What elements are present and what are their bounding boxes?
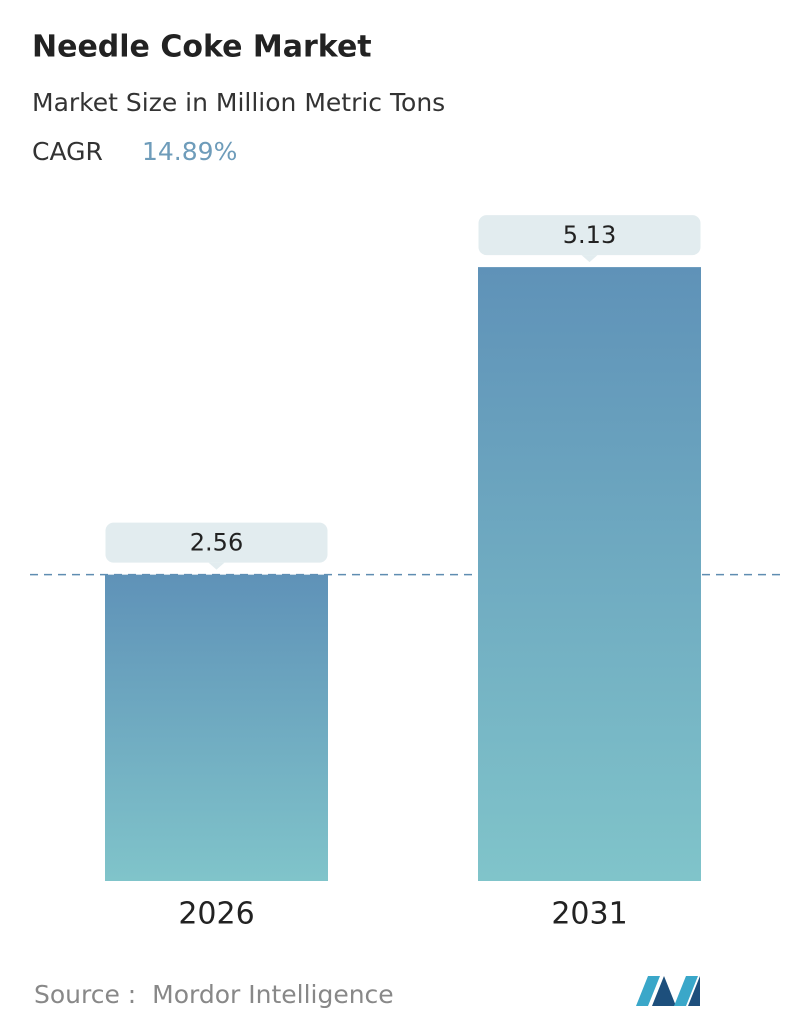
value-label: 2.56 (190, 529, 243, 557)
value-callout (478, 215, 701, 256)
value-label: 5.13 (563, 221, 616, 249)
bar (478, 267, 701, 881)
x-tick-label: 2026 (178, 897, 254, 932)
cagr-label: CAGR (32, 137, 103, 166)
chart-title: Needle Coke Market (32, 30, 372, 65)
cagr-value: 14.89% (142, 137, 237, 166)
callout-pointer (581, 255, 598, 263)
callout-pointer (208, 562, 225, 570)
value-callout (105, 522, 328, 563)
bar (105, 574, 328, 881)
source: Source : Mordor Intelligence (34, 980, 394, 1009)
logo (636, 976, 700, 1006)
chart-subtitle: Market Size in Million Metric Tons (32, 88, 445, 117)
x-tick-label: 2031 (551, 897, 627, 932)
